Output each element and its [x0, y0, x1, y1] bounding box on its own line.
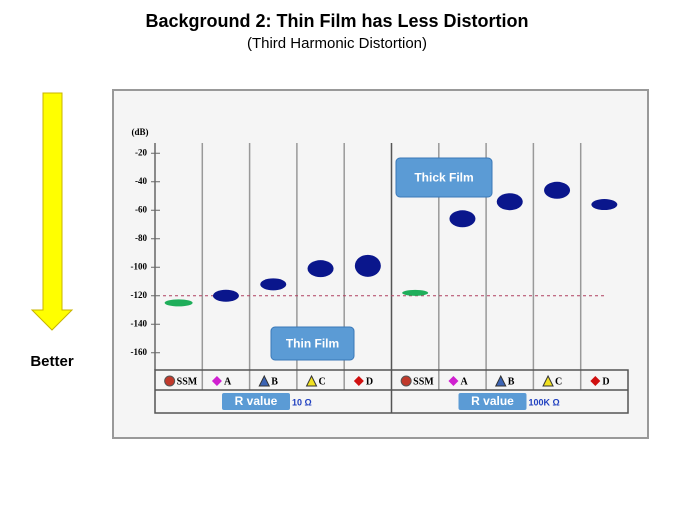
legend-marker	[211, 376, 222, 386]
annotation-box	[395, 157, 493, 198]
group-label: R value	[471, 394, 514, 408]
group-name: 10 Ω	[292, 397, 312, 407]
y-tick-label: -20	[135, 147, 147, 157]
y-tick-label: -60	[135, 204, 147, 214]
legend-label: A	[224, 376, 232, 387]
y-tick-label: -140	[131, 318, 148, 328]
legend-marker	[305, 374, 318, 387]
y-tick-label: -80	[135, 233, 147, 243]
subtitle: (Third Harmonic Distortion)	[247, 35, 427, 52]
group-label-box	[222, 393, 290, 410]
point	[354, 254, 381, 277]
annotation: Thick Film	[414, 171, 473, 185]
point	[212, 289, 239, 302]
group-name: 100K Ω	[529, 397, 560, 407]
legend-row	[154, 369, 629, 414]
point	[449, 210, 476, 228]
legend-marker	[590, 376, 601, 386]
group-label-box	[458, 393, 527, 410]
point	[260, 278, 287, 291]
point	[402, 289, 429, 296]
legend-marker	[542, 374, 554, 387]
legend-label: A	[460, 376, 468, 387]
legend-marker	[448, 376, 459, 386]
title: Background 2: Thin Film has Less Distort…	[145, 11, 528, 31]
legend-marker	[258, 374, 271, 387]
legend-label: SSM	[177, 376, 198, 387]
y-tick-label: -120	[131, 290, 148, 300]
legend-label: D	[602, 376, 609, 387]
legend-marker	[353, 376, 364, 386]
legend-label: B	[271, 376, 278, 387]
legend-label: SSM	[413, 376, 434, 387]
legend-label: C	[555, 376, 562, 387]
y-tick-label: -40	[135, 176, 147, 186]
better-arrow	[30, 92, 74, 331]
legend-label: B	[508, 376, 515, 387]
annotation: Thin Film	[286, 337, 339, 351]
point	[164, 299, 193, 307]
legend-label: D	[366, 376, 373, 387]
point	[591, 199, 618, 211]
annotation-box	[270, 326, 355, 361]
legend-label: C	[319, 376, 326, 387]
point	[496, 193, 523, 211]
y-tick-label: -100	[131, 261, 148, 271]
point	[307, 260, 334, 278]
side-label: Better	[30, 353, 74, 370]
y-tick-label: -160	[131, 347, 148, 357]
legend-marker	[164, 375, 176, 387]
group-label: R value	[235, 394, 278, 408]
y-axis-label: (dB)	[131, 127, 148, 137]
legend-marker	[400, 375, 412, 387]
point	[544, 181, 571, 199]
legend-marker	[494, 374, 507, 387]
